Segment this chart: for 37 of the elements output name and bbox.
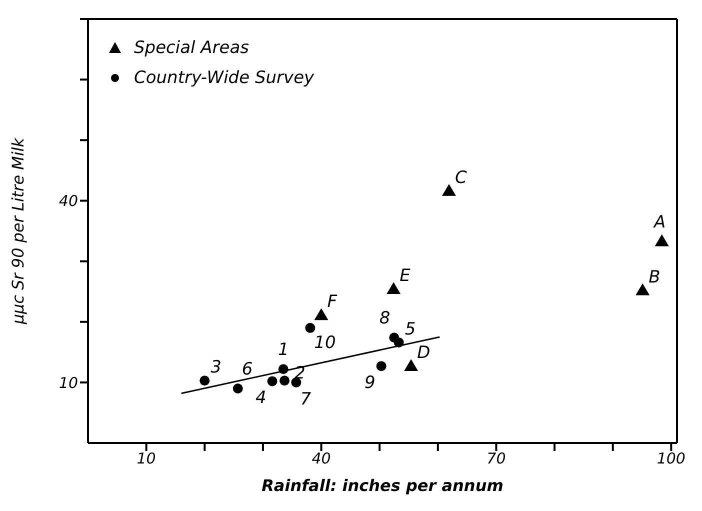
point	[314, 308, 328, 320]
annotation: E	[400, 266, 411, 286]
x-tick-label: 10	[136, 450, 156, 468]
point	[291, 377, 302, 388]
annotation: 3	[210, 358, 222, 378]
annotation: D	[417, 343, 430, 364]
annotation: B	[648, 267, 660, 288]
point	[305, 322, 316, 333]
point	[389, 332, 400, 343]
annotation: 1	[278, 340, 289, 360]
point	[386, 282, 401, 294]
x-tick-label: 70	[486, 450, 506, 468]
x-tick-label: 100	[656, 450, 686, 468]
legend-label: Country-Wide Survey	[134, 67, 314, 90]
annotation: F	[327, 292, 338, 312]
annotation: 8	[379, 308, 390, 329]
annotation: 5	[404, 319, 416, 340]
annotation: A	[653, 212, 666, 232]
x-tick-label: 40	[312, 450, 331, 468]
point	[200, 376, 210, 386]
annotation: 6	[242, 359, 253, 380]
point	[654, 234, 669, 246]
point	[404, 359, 418, 371]
annotation: 9	[364, 373, 376, 394]
point	[267, 376, 278, 386]
annotation: 10	[314, 332, 336, 353]
annotation: C	[454, 168, 467, 188]
x-axis-title: Rainfall: inches per annum	[262, 476, 504, 495]
annotation: 4	[255, 388, 266, 408]
point	[232, 383, 243, 394]
point	[280, 376, 290, 386]
point	[636, 283, 650, 296]
point	[442, 184, 456, 196]
annotation: 7	[300, 389, 312, 410]
y-axis-title: μμc Sr 90 per Litre Milk	[8, 137, 28, 326]
legend-label: Special Areas	[134, 37, 250, 60]
point	[376, 361, 386, 372]
